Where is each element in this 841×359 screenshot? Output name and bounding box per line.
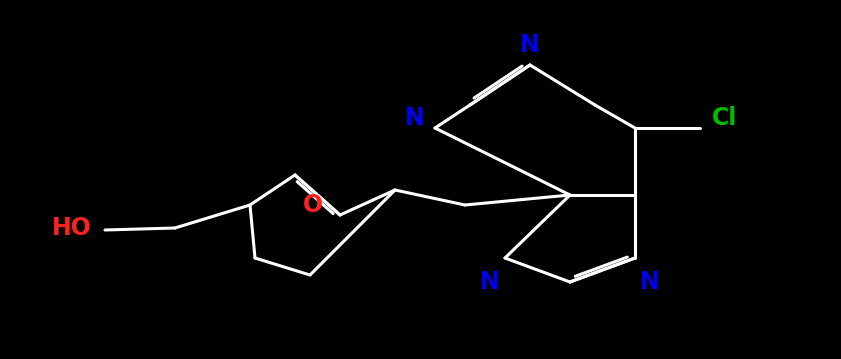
Text: O: O [303,193,323,217]
Text: HO: HO [52,216,92,240]
Text: N: N [405,106,425,130]
Text: N: N [480,270,500,294]
Text: N: N [520,33,540,57]
Text: Cl: Cl [712,106,738,130]
Text: N: N [640,270,660,294]
